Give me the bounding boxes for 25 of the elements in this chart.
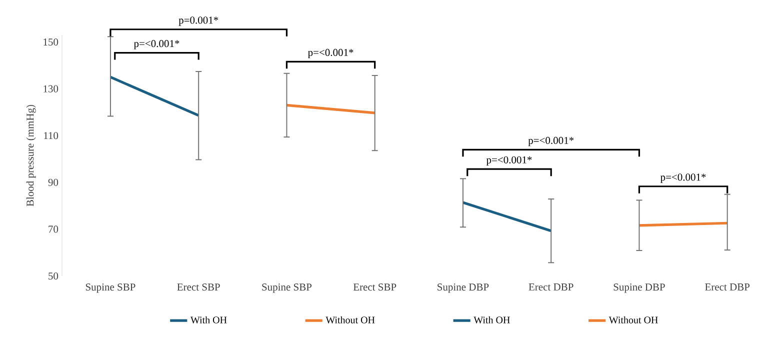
y-tick-label: 150 [44, 38, 58, 46]
x-tick-label: Erect DBP [528, 284, 574, 291]
legend-label: Without OH [326, 316, 375, 324]
x-tick-label: Erect DBP [705, 284, 750, 291]
legend-label: With OH [190, 316, 227, 324]
x-tick-label: Supine SBP [86, 284, 136, 293]
annotation: p=<0.001* [134, 40, 180, 50]
x-tick-label: Erect SBP [177, 284, 220, 291]
annotation: p=<0.001* [486, 156, 532, 166]
annotation: p=<0.001* [308, 48, 354, 58]
legend-label: Without OH [608, 316, 658, 324]
y-tick-label: 90 [48, 178, 58, 186]
y-tick-label: 130 [44, 85, 58, 92]
annotation: p=<0.001* [660, 174, 706, 183]
y-tick-label: 50 [48, 272, 58, 280]
x-tick-label: Supine SBP [262, 284, 312, 293]
x-tick-label: Supine DBP [614, 284, 665, 293]
legend-label: With OH [474, 316, 510, 324]
y-axis-title: Blood pressure (mmHg) [26, 104, 36, 206]
text: p=0.001* [178, 16, 218, 26]
x-tick-label: Supine DBP [438, 284, 489, 293]
y-tick-label: 110 [44, 132, 58, 140]
annotation: p=<0.001* [528, 136, 574, 146]
x-tick-label: Erect SBP [353, 284, 396, 291]
y-tick-label: 70 [48, 226, 58, 233]
